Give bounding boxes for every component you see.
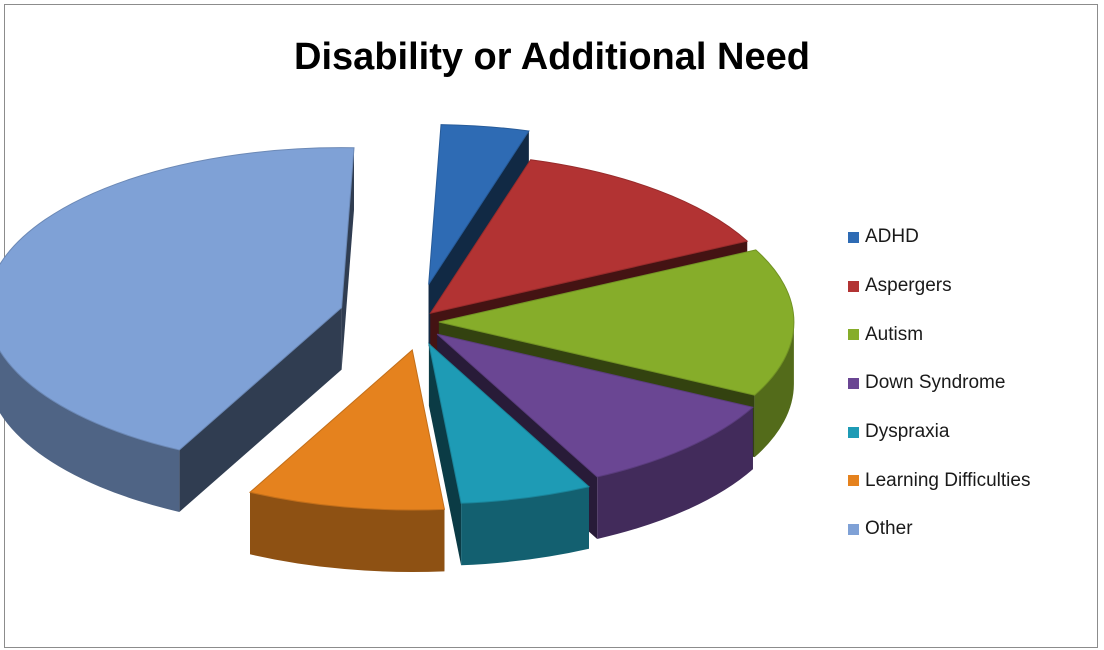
legend-label: Dyspraxia bbox=[865, 421, 950, 443]
pie-slice-other bbox=[0, 147, 355, 512]
legend-swatch bbox=[848, 475, 859, 487]
legend-item-aspergers: Aspergers bbox=[848, 262, 1030, 311]
legend-item-adhd: ADHD bbox=[848, 213, 1030, 262]
legend-swatch bbox=[848, 231, 859, 243]
legend-item-down-syndrome: Down Syndrome bbox=[848, 359, 1030, 408]
legend-item-autism: Autism bbox=[848, 310, 1030, 359]
legend-label: Autism bbox=[865, 323, 924, 345]
legend-item-dyspraxia: Dyspraxia bbox=[848, 408, 1030, 457]
legend-item-learning-difficulties: Learning Difficulties bbox=[848, 456, 1030, 505]
legend-label: Down Syndrome bbox=[865, 372, 1006, 394]
legend-swatch bbox=[848, 523, 859, 535]
legend-label: Aspergers bbox=[865, 275, 952, 297]
legend-label: Other bbox=[865, 518, 913, 540]
legend-label: ADHD bbox=[865, 226, 919, 248]
legend-swatch bbox=[848, 329, 859, 341]
legend: ADHD Aspergers Autism Down Syndrome Dyspraxi… bbox=[848, 213, 1030, 554]
legend-label: Learning Difficulties bbox=[865, 469, 1031, 491]
legend-swatch bbox=[848, 426, 859, 438]
legend-swatch bbox=[848, 377, 859, 389]
legend-swatch bbox=[848, 280, 859, 292]
legend-item-other: Other bbox=[848, 505, 1030, 554]
pie-slice-dyspraxia bbox=[428, 342, 591, 566]
chart-title: Disability or Additional Need bbox=[294, 36, 810, 78]
pie-slice-learning-difficulties bbox=[248, 349, 446, 572]
